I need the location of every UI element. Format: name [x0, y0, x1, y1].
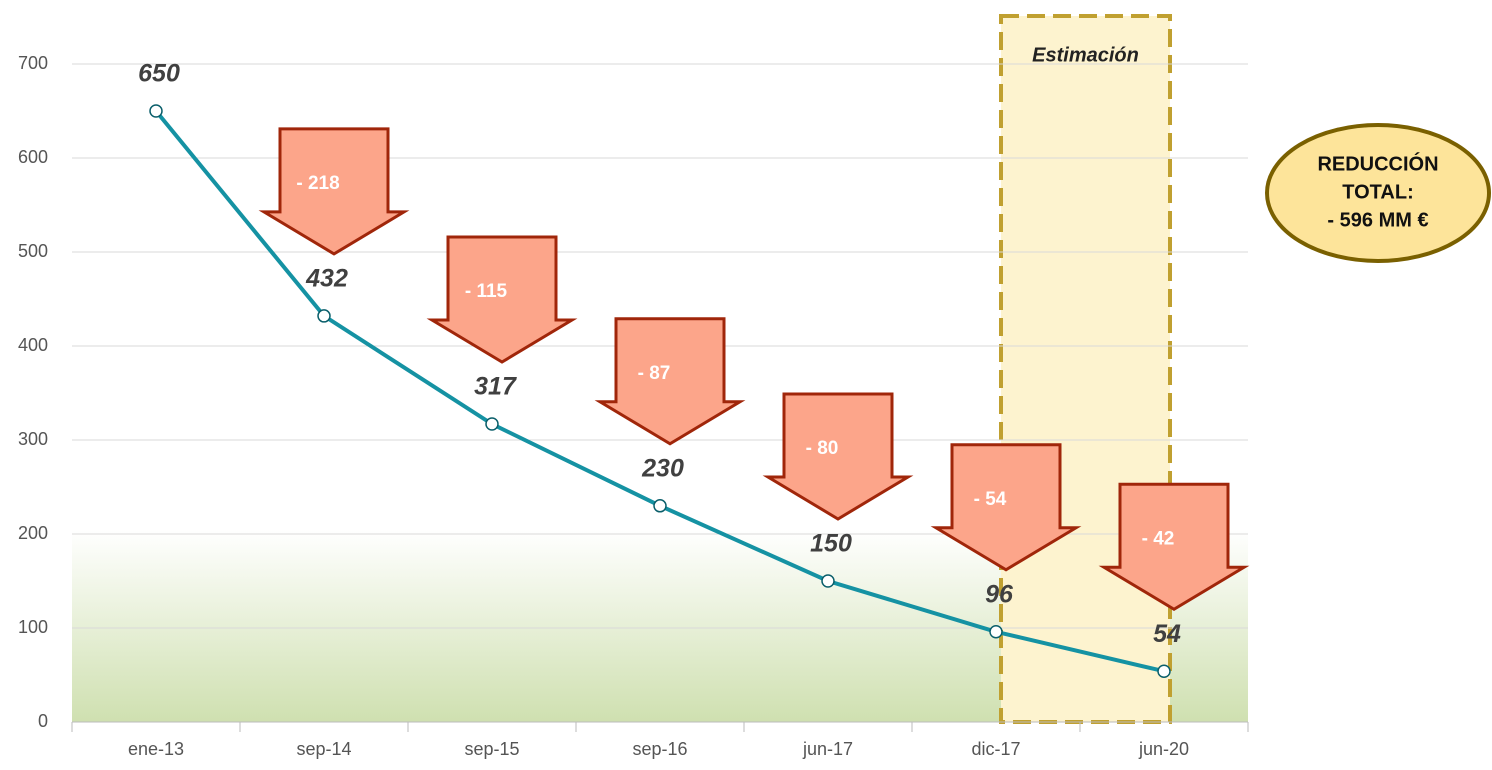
change-arrow	[930, 443, 1082, 572]
value-label: 150	[810, 530, 852, 558]
point	[317, 309, 331, 323]
total-box	[1265, 123, 1491, 263]
total-text: - 596 MM €	[1327, 209, 1428, 231]
value-label: 96	[985, 580, 1014, 608]
x-tick-label: ene-13	[128, 739, 184, 759]
y-tick-label: 300	[18, 429, 48, 449]
change-label: - 87	[638, 363, 671, 384]
y-tick-label: 100	[18, 617, 48, 637]
change-label: - 80	[806, 438, 839, 459]
estimation-label: Estimación	[1032, 44, 1139, 66]
change-arrow	[258, 127, 410, 256]
point	[821, 574, 835, 588]
y-tick-label: 400	[18, 335, 48, 355]
value-label: 230	[641, 454, 684, 482]
change-arrow	[594, 317, 746, 446]
y-tick-label: 0	[38, 711, 48, 731]
y-tick-label: 500	[18, 241, 48, 261]
estimation-region	[999, 14, 1172, 724]
x-tick-label: dic-17	[971, 739, 1020, 759]
change-label: - 54	[974, 489, 1007, 510]
value-label: 317	[474, 373, 517, 401]
point	[653, 499, 667, 513]
value-label: 432	[305, 265, 348, 293]
value-label: 650	[138, 60, 180, 88]
total-text: REDUCCIÓN	[1317, 151, 1438, 175]
point	[485, 417, 499, 431]
change-arrow	[426, 235, 578, 364]
y-tick-label: 200	[18, 523, 48, 543]
point	[1157, 664, 1171, 678]
change-arrow	[1098, 482, 1250, 611]
y-tick-label: 700	[18, 53, 48, 73]
change-arrow	[762, 392, 914, 521]
point	[989, 625, 1003, 639]
total-text: TOTAL:	[1342, 181, 1413, 203]
value-label: 54	[1153, 620, 1181, 648]
x-tick-label: jun-20	[1138, 739, 1189, 759]
x-tick-label: sep-14	[296, 739, 351, 759]
x-tick-label: sep-16	[632, 739, 687, 759]
y-tick-label: 600	[18, 147, 48, 167]
change-label: - 115	[465, 281, 508, 302]
x-tick-label: jun-17	[802, 739, 853, 759]
x-tick-label: sep-15	[464, 739, 519, 759]
change-label: - 42	[1142, 528, 1175, 549]
change-label: - 218	[296, 173, 339, 194]
point	[149, 104, 163, 118]
